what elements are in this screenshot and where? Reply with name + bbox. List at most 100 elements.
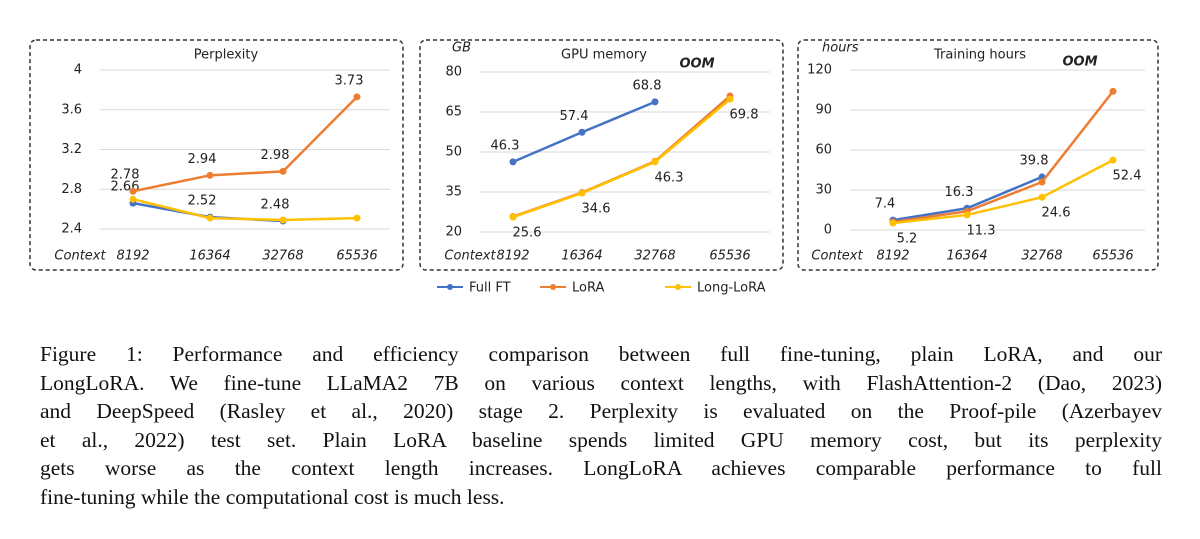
x-tick-label: 16364 — [561, 249, 602, 264]
legend-marker — [447, 284, 453, 290]
data-label: 46.3 — [491, 138, 520, 153]
caption-line: Figure 1: Performance and efficiency com… — [40, 342, 1162, 366]
x-axis-label: Context — [54, 249, 106, 264]
data-point — [1109, 156, 1117, 164]
y-tick-label: 0 — [824, 223, 832, 238]
y-tick-label: 90 — [815, 103, 832, 118]
data-point — [509, 213, 517, 221]
y-tick-label: 80 — [445, 65, 462, 80]
data-point — [1038, 178, 1046, 186]
y-tick-label: 35 — [445, 185, 462, 200]
data-point — [206, 214, 214, 222]
legend-label: Full FT — [469, 281, 511, 296]
data-label: 25.6 — [513, 226, 542, 241]
data-point — [889, 219, 897, 227]
y-tick-label: 3.2 — [61, 142, 82, 157]
data-label: 57.4 — [560, 109, 589, 124]
data-point — [509, 158, 517, 166]
panel-frame — [797, 39, 1159, 271]
series-line — [892, 159, 1114, 225]
y-tick-label: 30 — [815, 183, 832, 198]
data-label: 2.78 — [111, 168, 140, 183]
y-tick-label: 2.4 — [61, 222, 82, 237]
y-axis-label: hours — [822, 41, 859, 56]
x-tick-label: 32768 — [634, 249, 675, 264]
series-line — [892, 90, 1114, 224]
y-tick-label: 120 — [807, 63, 832, 78]
data-point — [206, 171, 214, 179]
caption-line: gets worse as the context length increas… — [40, 456, 1162, 480]
oom-annotation: OOM — [1062, 55, 1097, 70]
data-point — [353, 93, 361, 101]
series-line — [512, 95, 731, 218]
series-line — [512, 98, 731, 219]
data-label: 11.3 — [967, 223, 996, 238]
y-tick-label: 20 — [445, 225, 462, 240]
data-label: 68.8 — [633, 78, 662, 93]
panel-frame — [419, 39, 784, 271]
series-line — [132, 95, 358, 193]
x-tick-label: 65536 — [1092, 249, 1133, 264]
data-label: 34.6 — [582, 202, 611, 217]
legend-marker — [550, 284, 556, 290]
series-line — [132, 197, 358, 222]
data-label: 3.73 — [335, 73, 364, 88]
data-point — [726, 95, 734, 103]
data-point — [129, 195, 137, 203]
data-label: 39.8 — [1020, 153, 1049, 168]
y-tick-label: 3.6 — [61, 102, 82, 117]
data-point — [651, 98, 659, 106]
y-tick-label: 65 — [445, 105, 462, 120]
data-point — [279, 216, 287, 224]
y-tick-label: 2.8 — [61, 182, 82, 197]
y-tick-label: 50 — [445, 145, 462, 160]
data-point — [578, 189, 586, 197]
y-tick-label: 60 — [815, 143, 832, 158]
caption-line: LongLoRA. We fine-tune LLaMA2 7B on vari… — [40, 370, 1162, 395]
x-tick-label: 65536 — [336, 249, 377, 264]
legend-marker — [675, 284, 681, 290]
data-label: 2.98 — [261, 148, 290, 163]
data-label: 24.6 — [1042, 206, 1071, 221]
data-point — [129, 187, 137, 195]
legend-label: Long-LoRA — [697, 281, 766, 296]
chart-title: Training hours — [933, 48, 1026, 63]
x-tick-label: 16364 — [946, 249, 987, 264]
data-point — [279, 167, 287, 175]
x-tick-label: 8192 — [876, 249, 909, 264]
caption-line: fine-tuning while the computational cost… — [40, 484, 505, 509]
y-tick-label: 4 — [74, 63, 82, 78]
oom-annotation: OOM — [679, 57, 714, 72]
data-label: 2.94 — [188, 152, 217, 167]
data-point — [578, 128, 586, 136]
data-point — [963, 211, 971, 219]
data-point — [1038, 193, 1046, 201]
data-label: 2.52 — [188, 194, 217, 209]
x-tick-label: 65536 — [709, 249, 750, 264]
figure: Perplexity Context 2.4 2.8 3.2 3.6 4 8192 16364 3… — [29, 39, 1159, 296]
y-axis-label: GB — [452, 41, 471, 56]
x-tick-label: 16364 — [189, 249, 230, 264]
data-label: 2.48 — [261, 198, 290, 213]
legend-label: LoRA — [572, 281, 604, 296]
chart-title: Perplexity — [194, 48, 259, 63]
data-label: 52.4 — [1113, 169, 1142, 184]
caption-line: and DeepSpeed (Rasley et al., 2020) stag… — [40, 399, 1162, 423]
data-label: 5.2 — [897, 232, 918, 247]
data-label: 46.3 — [655, 170, 684, 185]
x-tick-label: 8192 — [116, 249, 149, 264]
data-point — [353, 214, 361, 222]
caption-line: et al., 2022) test set. Plain LoRA basel… — [40, 427, 1162, 452]
x-tick-label: 32768 — [262, 249, 303, 264]
x-tick-label: 32768 — [1021, 249, 1062, 264]
data-point — [651, 158, 659, 166]
caption: Figure 1: Performance and efficiency com… — [40, 340, 1162, 511]
chart-title: GPU memory — [561, 48, 647, 63]
panel-frame — [29, 39, 404, 271]
x-tick-label: 8192 — [496, 249, 529, 264]
data-label: 69.8 — [730, 108, 759, 123]
data-label: 7.4 — [875, 197, 896, 212]
data-point — [1109, 87, 1117, 95]
x-axis-label: Context — [444, 249, 496, 264]
